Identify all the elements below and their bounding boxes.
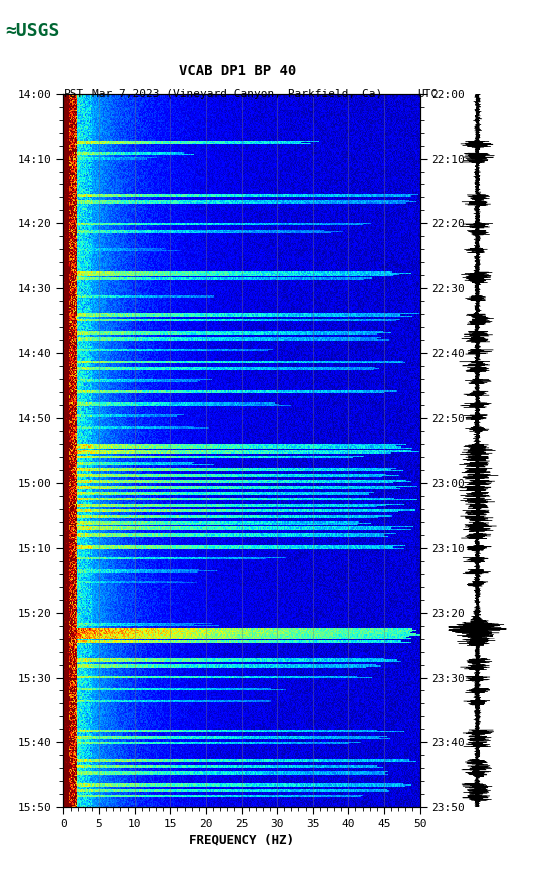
Text: PST: PST xyxy=(63,89,84,99)
Text: ≈USGS: ≈USGS xyxy=(6,22,60,40)
Text: VCAB DP1 BP 40: VCAB DP1 BP 40 xyxy=(179,64,296,78)
Text: Mar 7,2023 (Vineyard Canyon, Parkfield, Ca): Mar 7,2023 (Vineyard Canyon, Parkfield, … xyxy=(92,89,383,99)
X-axis label: FREQUENCY (HZ): FREQUENCY (HZ) xyxy=(189,833,294,847)
Text: UTC: UTC xyxy=(417,89,437,99)
